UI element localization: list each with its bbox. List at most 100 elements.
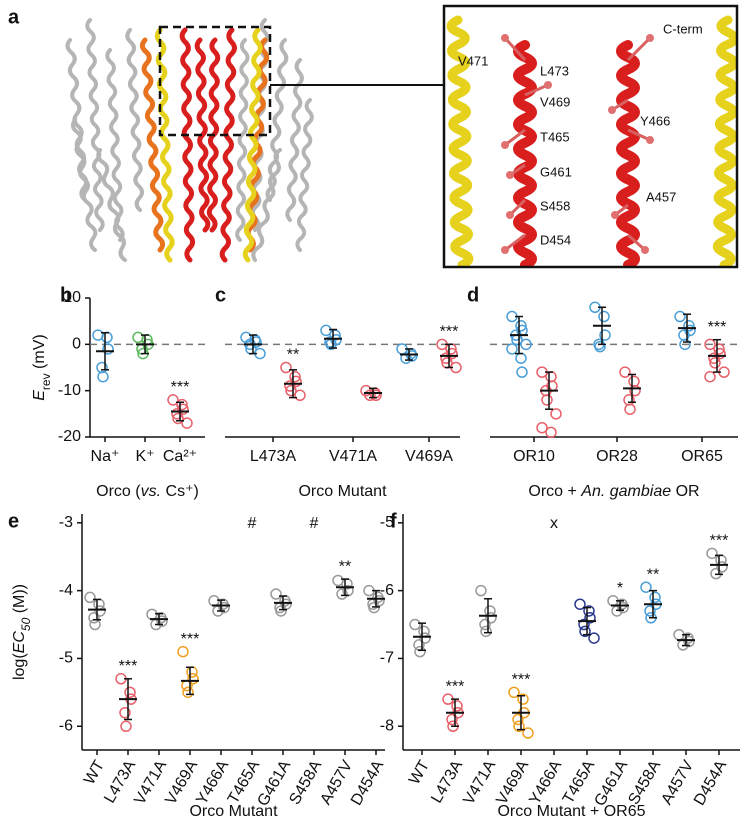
side-chain xyxy=(504,233,526,252)
helix xyxy=(179,27,196,263)
label-part: Orco Mutant + OR65 xyxy=(497,803,645,820)
label-part: Orco ( xyxy=(96,483,141,500)
side-chain xyxy=(524,83,549,97)
label-part: log( xyxy=(11,653,28,680)
data-point xyxy=(629,384,641,397)
y-tick-label: -6 xyxy=(380,582,394,599)
data-point xyxy=(541,394,553,406)
data-point xyxy=(451,700,463,712)
data-point xyxy=(520,338,532,351)
significance: ** xyxy=(339,558,351,575)
data-point xyxy=(182,686,194,699)
no-data-marker: # xyxy=(248,515,257,532)
helix xyxy=(154,27,175,263)
y-tick-label: -20 xyxy=(58,428,81,445)
atom xyxy=(608,106,616,114)
data-point xyxy=(414,645,426,658)
data-point xyxy=(704,371,716,383)
data-point xyxy=(574,598,586,610)
data-point xyxy=(512,713,524,726)
significance: ** xyxy=(647,566,659,583)
helix xyxy=(712,15,736,266)
data-point xyxy=(522,727,534,739)
helix xyxy=(194,37,211,233)
data-point xyxy=(716,561,728,573)
data-point xyxy=(506,343,518,355)
label-part: 50 xyxy=(19,617,33,631)
data-point xyxy=(181,417,193,429)
y-tick-label: -8 xyxy=(380,717,394,734)
data-point xyxy=(644,605,656,617)
helix xyxy=(125,28,144,212)
data-point xyxy=(545,426,557,439)
x-axis-label: Orco + An. gambiae OR xyxy=(528,483,699,500)
y-tick-label: -4 xyxy=(59,582,73,599)
data-point xyxy=(289,371,301,383)
side-chain xyxy=(504,128,526,147)
significance: *** xyxy=(710,533,729,550)
x-axis-label: Orco Mutant xyxy=(189,803,278,820)
residue-label: G461 xyxy=(540,164,572,179)
label-part: OR xyxy=(671,483,699,500)
significance: * xyxy=(617,580,623,597)
data-point xyxy=(594,340,606,353)
label-part: (mV) xyxy=(31,334,48,373)
data-point xyxy=(275,605,287,617)
label-part: Orco Mutant xyxy=(189,803,278,820)
x-tick-label: V471A xyxy=(329,448,377,465)
significance: ** xyxy=(287,347,299,364)
y-tick-label: -3 xyxy=(59,514,73,531)
panel-letter: d xyxy=(467,284,479,306)
panel-letter: e xyxy=(8,510,19,532)
y-axis-label: log(EC50 (M)) xyxy=(11,584,33,680)
residue-label: T465 xyxy=(540,129,570,144)
data-point xyxy=(177,645,189,658)
data-point xyxy=(409,618,421,631)
data-point xyxy=(617,601,629,614)
data-point xyxy=(508,686,520,699)
label-part: E xyxy=(31,390,48,401)
no-data-marker: # xyxy=(310,515,319,532)
helix xyxy=(446,15,474,266)
atom xyxy=(641,246,649,254)
data-point xyxy=(320,324,332,337)
atom xyxy=(646,136,654,144)
x-tick-label: Ca²⁺ xyxy=(163,448,197,465)
x-tick-label: D454A xyxy=(691,757,730,808)
data-point xyxy=(485,612,497,624)
residue-label: D454 xyxy=(540,232,571,247)
data-point xyxy=(364,389,376,402)
data-point xyxy=(683,320,695,332)
x-tick-label: K⁺ xyxy=(135,448,154,465)
helix xyxy=(242,27,263,263)
significance: *** xyxy=(119,658,138,675)
data-point xyxy=(400,352,412,364)
helix xyxy=(96,148,127,262)
data-point xyxy=(679,338,691,351)
zoom-box xyxy=(158,25,272,137)
data-point xyxy=(336,588,348,600)
data-point xyxy=(706,547,718,560)
data-point xyxy=(683,635,695,648)
data-point xyxy=(619,366,631,378)
significance: *** xyxy=(181,631,200,648)
data-point xyxy=(294,389,306,402)
x-tick-label: V469A xyxy=(405,448,453,465)
residue-label: V469 xyxy=(540,94,570,109)
x-tick-label: OR10 xyxy=(513,448,555,465)
data-point xyxy=(440,352,452,364)
data-point xyxy=(545,371,557,383)
significance: *** xyxy=(171,379,190,396)
data-point xyxy=(84,591,96,604)
x-tick-label: OR65 xyxy=(681,448,723,465)
side-chain xyxy=(627,128,651,142)
data-point xyxy=(88,612,100,624)
x-tick-label: WT xyxy=(406,757,433,787)
atom xyxy=(501,246,509,254)
data-point xyxy=(480,625,492,638)
panel-letter: b xyxy=(60,284,72,306)
data-point xyxy=(284,380,296,392)
data-point xyxy=(583,605,595,617)
data-point xyxy=(101,331,113,344)
